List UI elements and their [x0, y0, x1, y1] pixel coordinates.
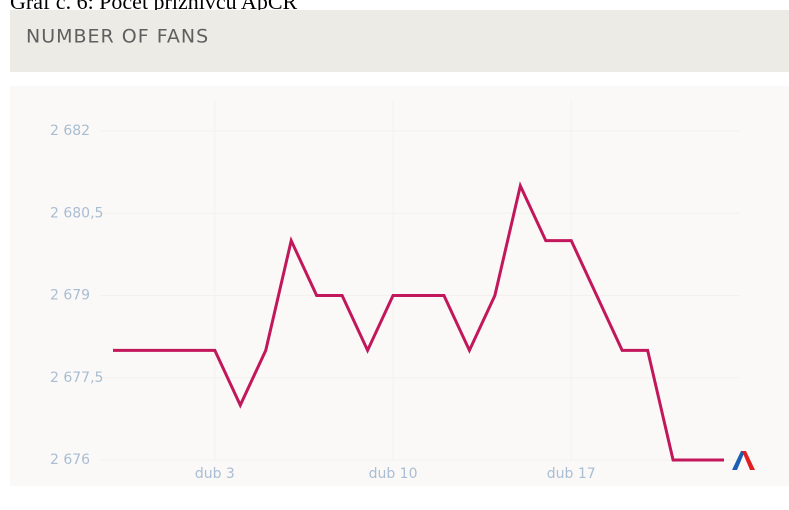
- chart-title: NUMBER OF FANS: [26, 26, 209, 48]
- logo: [732, 451, 755, 470]
- y-tick-label: 2 679: [50, 288, 90, 304]
- y-tick-label: 2 682: [50, 123, 90, 139]
- x-tick-label: dub 3: [195, 466, 235, 482]
- x-tick-label: dub 17: [547, 466, 596, 482]
- header-bar: [10, 10, 789, 72]
- data-line: [113, 181, 724, 462]
- x-tick-label: dub 10: [369, 466, 418, 482]
- y-tick-label: 2 680,5: [50, 205, 103, 221]
- y-tick-label: 2 676: [50, 452, 90, 468]
- y-tick-label: 2 677,5: [50, 370, 103, 386]
- chart-background: [10, 86, 789, 486]
